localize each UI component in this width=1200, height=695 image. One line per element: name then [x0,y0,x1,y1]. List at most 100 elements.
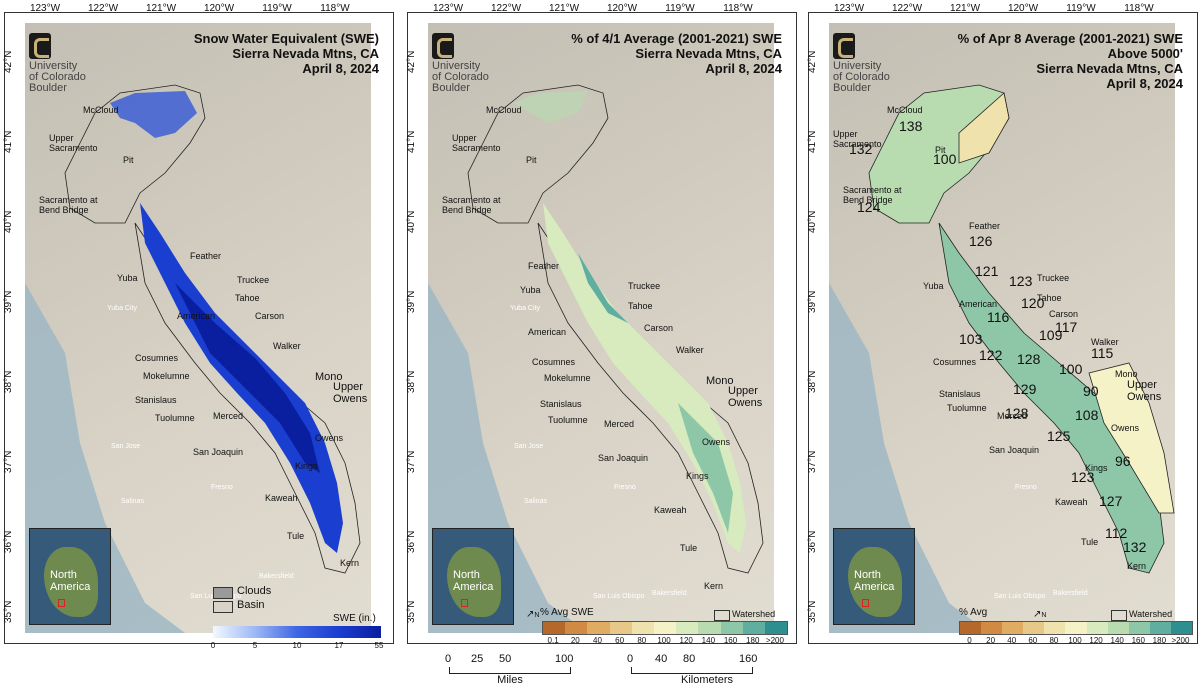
basin-label-truckee: Truckee [628,281,661,291]
university-logo: University of Colorado Boulder [833,33,913,94]
legend-watershed-label: Watershed [732,609,776,619]
colorbar-tick: 120 [679,636,693,645]
scale-bar-miles: 0 25 50 100 Miles [445,653,574,686]
colorbar-tick: 0 [210,641,216,650]
basin-value: 122 [979,347,1003,363]
lat-tick: 37°N [406,450,417,473]
legend-watershed-label: Watershed [1129,609,1173,619]
lat-tick: 41°N [807,130,818,153]
colorbar-tick: 60 [1028,636,1038,645]
colorbar-title: % Avg SWE [540,607,594,618]
city-san-jose: San Jose [514,443,544,450]
map-title: % of Apr 8 Average (2001-2021) SWE Above… [957,31,1183,91]
lat-tick: 39°N [807,290,818,313]
basin-label-kaweah: Kaweah [1055,497,1088,507]
basin-label-owens: Owens [702,437,731,447]
basin-label-tule: Tule [287,531,305,541]
inset-map: North America [432,528,514,625]
basin-label-san-joaquin: San Joaquin [598,453,649,463]
lon-tick: 118°W [723,3,753,14]
colorbar-tick: 140 [1110,636,1124,645]
basin-label-tuolumne: Tuolumne [947,403,987,413]
watershed-swatch [1111,610,1127,621]
basin-value: 96 [1115,453,1131,469]
colorbar-tick: 5 [252,641,258,650]
basin-label-kings: Kings [1085,463,1108,473]
basin-label-kern: Kern [704,581,724,591]
colorbar-tick: 0.1 [547,636,559,645]
basin-label-upper-owens: Upper Owens [728,385,763,409]
lon-tick: 121°W [949,3,981,14]
basin-label-carson: Carson [644,323,674,333]
city-yuba-city: Yuba City [510,305,540,312]
lat-tick: 41°N [3,130,14,153]
colorbar-tick: 10 [292,641,302,650]
north-arrow-icon: ↗N [1033,609,1047,620]
basin-label-kings: Kings [295,461,318,471]
legend-clouds-label: Clouds [237,585,272,597]
cu-logo-icon [29,33,51,59]
map-title: % of 4/1 Average (2001-2021) SWE Sierra … [571,31,782,76]
swe-colorbar [213,626,381,638]
lon-tick: 122°W [891,3,923,14]
basin-label-san-joaquin: San Joaquin [193,447,244,457]
city-salinas: Salinas [524,498,547,505]
scale-km-unit: Kilometers [681,674,733,686]
colorbar-swatch [1065,622,1087,634]
colorbar-swatch [720,622,743,634]
colorbar-swatch [609,622,632,634]
colorbar-tick: >200 [765,636,784,645]
colorbar-swatch [565,622,588,634]
pct-swe-raster [513,91,746,553]
colorbar-tick: 80 [637,636,647,645]
basin-label-tahoe: Tahoe [628,301,653,311]
colorbar-tick: 180 [746,636,760,645]
colorbar-tick: 140 [701,636,716,645]
colorbar-swatch [1128,622,1150,634]
basin-value: 123 [1009,273,1033,289]
basin-value: 128 [1017,351,1041,367]
basin-value: 100 [1059,361,1083,377]
colorbar-tick: 20 [570,636,580,645]
university-logo: University of Colorado Boulder [432,33,512,94]
inset-map: North America [833,528,915,625]
colorbar-tick: 40 [1007,636,1017,645]
colorbar-swatch [543,622,566,634]
colorbar-swatch [653,622,677,634]
lon-tick: 121°W [548,3,580,14]
basin-value: 126 [969,233,993,249]
basin-value: 116 [987,309,1010,325]
clouds-swatch [213,587,233,599]
lon-tick: 118°W [1124,3,1154,14]
city-fresno: Fresno [614,484,636,491]
basin-value: 120 [1021,295,1045,311]
city-salinas: Salinas [121,498,144,505]
lat-tick: 40°N [406,210,417,233]
basin-label-pit: Pit [123,155,134,165]
colorbar-tick: >200 [1171,636,1190,645]
city-yuba-city: Yuba City [107,305,137,312]
basin-value: 132 [1123,539,1147,555]
city-san-jose: San Jose [111,443,141,450]
basin-label-upper-sacramento: Upper Sacramento [49,133,98,153]
basin-label-sacramento-bend: Sacramento at Bend Bridge [442,195,501,215]
lat-tick: 38°N [406,370,417,393]
basin-value: 128 [1005,405,1029,421]
lat-tick: 36°N [3,530,14,553]
basin-value: 125 [1047,428,1071,444]
lon-tick: 119°W [262,3,292,14]
colorbar-title: % Avg [959,607,988,618]
lat-tick: 42°N [3,50,14,73]
lon-tick: 119°W [1066,3,1096,14]
basin-value: 129 [1013,381,1037,397]
lon-tick: 118°W [320,3,350,14]
colorbar-swatch [1002,622,1024,634]
map-panel-pct-4-1: McCloud Upper Sacramento Pit Sacramento … [406,3,797,645]
map-panel-pct-apr8-above-5000: 138 132 100 124 126 121 123 120 116 117 … [807,3,1198,645]
lon-tick: 120°W [606,3,638,14]
colorbar-swatch [1170,622,1193,634]
city-bakersfield: Bakersfield [652,590,687,597]
colorbar-swatch [960,622,982,634]
colorbar-swatch [742,622,765,634]
basin-label-pit: Pit [935,145,946,155]
